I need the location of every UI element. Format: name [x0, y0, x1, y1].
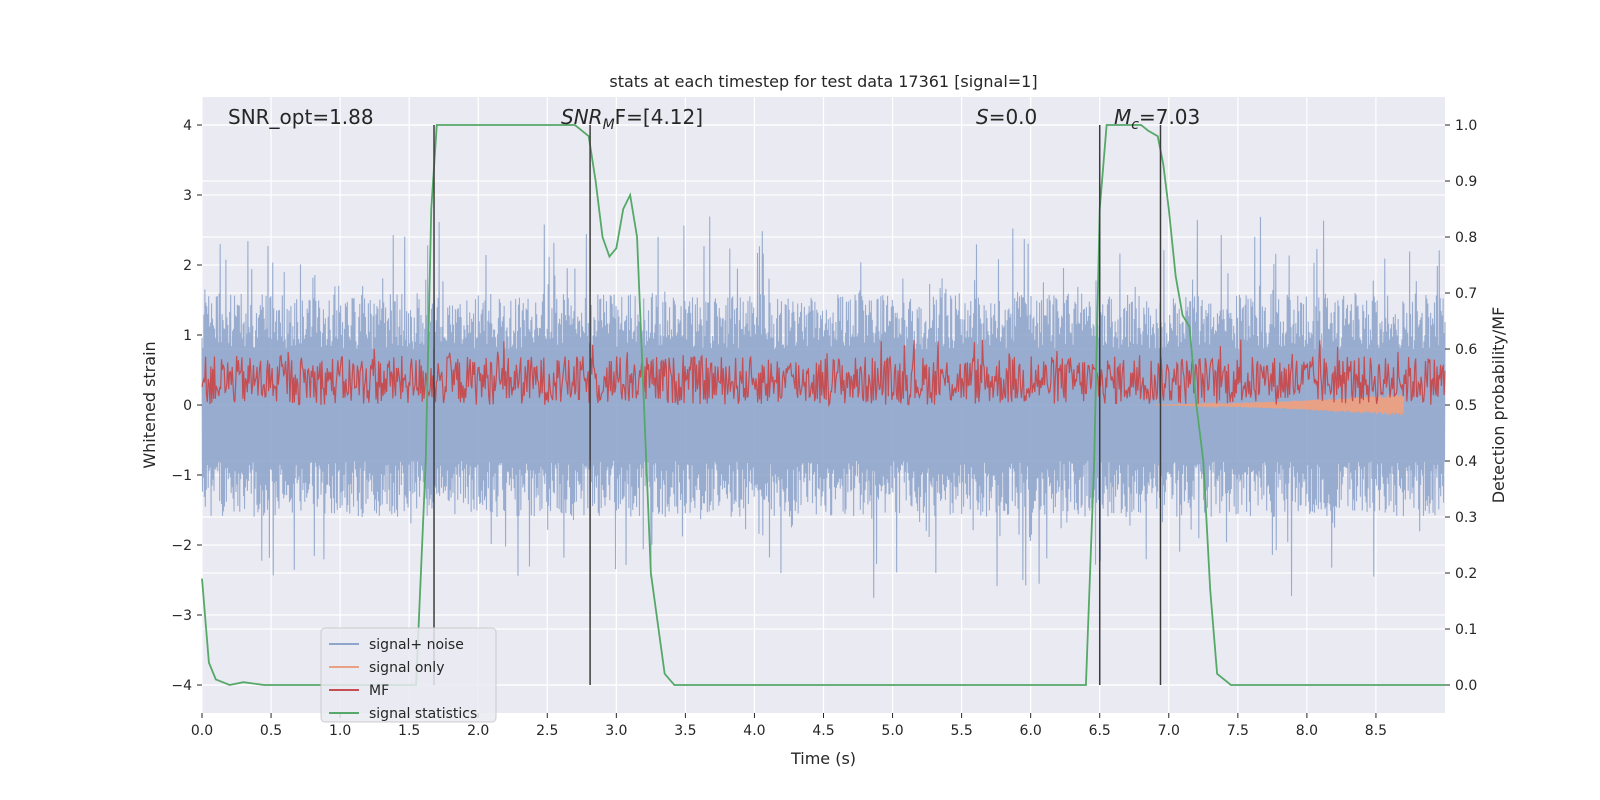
- y-tick-label-right: 0.9: [1455, 174, 1477, 190]
- x-tick-label: 0.0: [191, 723, 213, 739]
- y-axis-label-right: Detection probability/MF: [1489, 307, 1508, 504]
- x-tick-label: 6.5: [1089, 723, 1111, 739]
- y-tick-label-right: 0.7: [1455, 286, 1477, 302]
- y-tick-label-left: −4: [171, 678, 192, 694]
- x-tick-label: 5.5: [950, 723, 972, 739]
- x-tick-label: 8.5: [1365, 723, 1387, 739]
- y-tick-label-right: 0.8: [1455, 230, 1477, 246]
- y-tick-label-left: −1: [171, 468, 192, 484]
- legend-label: signal statistics: [369, 706, 477, 722]
- series-signal-noise: [201, 216, 1446, 598]
- legend-box: [320, 627, 497, 723]
- x-axis-label: Time (s): [790, 749, 856, 768]
- y-tick-label-right: 0.4: [1455, 454, 1477, 470]
- series-layer: [201, 124, 1446, 686]
- axis-ticks: 0.0 0.5 1.0 1.5 2.0 2.5 3.0 3.5 4.0 4.5 5.0 5.5 6.0 6…: [171, 118, 1477, 739]
- x-tick-label: 7.5: [1227, 723, 1249, 739]
- series-signal-statistics: [201, 124, 1445, 686]
- y-tick-label-right: 0.5: [1455, 398, 1477, 414]
- y-tick-label-left: −3: [171, 608, 192, 624]
- y-tick-label-right: 0.1: [1455, 622, 1477, 638]
- vertical-markers: [433, 125, 1162, 685]
- legend: signal+ noise signal only MF signal statist…: [320, 627, 497, 723]
- x-tick-label: 8.0: [1296, 723, 1318, 739]
- x-tick-label: 1.0: [329, 723, 351, 739]
- x-tick-label: 4.0: [743, 723, 765, 739]
- y-axis-label-left: Whitened strain: [140, 341, 159, 468]
- y-tick-label-left: 1: [183, 328, 192, 344]
- y-tick-label-right: 0.6: [1455, 342, 1477, 358]
- y-tick-label-left: 2: [183, 258, 192, 274]
- annotation-snr-mf-value: F=[4.12]: [615, 105, 703, 129]
- annotation-snr-mf-subscript: M: [603, 117, 615, 133]
- legend-label: signal only: [369, 660, 444, 676]
- x-tick-label: 5.0: [881, 723, 903, 739]
- y-tick-label-right: 0.3: [1455, 510, 1477, 526]
- x-tick-label: 6.0: [1020, 723, 1042, 739]
- annotation-s: S=0.0: [976, 105, 1037, 129]
- annotation-mc-subscript: c: [1131, 117, 1139, 133]
- annotation-snr-mf-symbol: SNR: [561, 105, 603, 129]
- annotation-s-symbol: S: [976, 105, 989, 129]
- annotation-mc-value: =7.03: [1139, 105, 1200, 129]
- x-tick-label: 1.5: [398, 723, 420, 739]
- x-tick-label: 0.5: [260, 723, 282, 739]
- series-mf: [201, 339, 1446, 408]
- y-tick-label-left: 3: [183, 188, 192, 204]
- y-tick-label-right: 1.0: [1455, 118, 1477, 134]
- y-tick-label-left: 0: [183, 398, 192, 414]
- x-tick-label: 3.5: [674, 723, 696, 739]
- x-tick-label: 2.5: [536, 723, 558, 739]
- annotation-mc-symbol: M: [1114, 105, 1131, 129]
- x-tick-label: 3.0: [605, 723, 627, 739]
- annotation-snr-opt: SNR_opt=1.88: [228, 105, 374, 129]
- annotation-snr-mf: SNRMF=[4.12]: [561, 105, 703, 133]
- y-tick-label-left: 4: [183, 118, 192, 134]
- x-tick-label: 4.5: [812, 723, 834, 739]
- y-tick-label-right: 0.0: [1455, 678, 1477, 694]
- chart-title: stats at each timestep for test data 173…: [609, 72, 1037, 91]
- annotation-s-value: =0.0: [989, 105, 1038, 129]
- x-tick-label: 7.0: [1158, 723, 1180, 739]
- legend-label: signal+ noise: [369, 637, 464, 653]
- annotation-mc: Mc=7.03: [1114, 105, 1200, 133]
- legend-label: MF: [369, 683, 389, 699]
- x-tick-label: 2.0: [467, 723, 489, 739]
- y-tick-label-right: 0.2: [1455, 566, 1477, 582]
- y-tick-label-left: −2: [171, 538, 192, 554]
